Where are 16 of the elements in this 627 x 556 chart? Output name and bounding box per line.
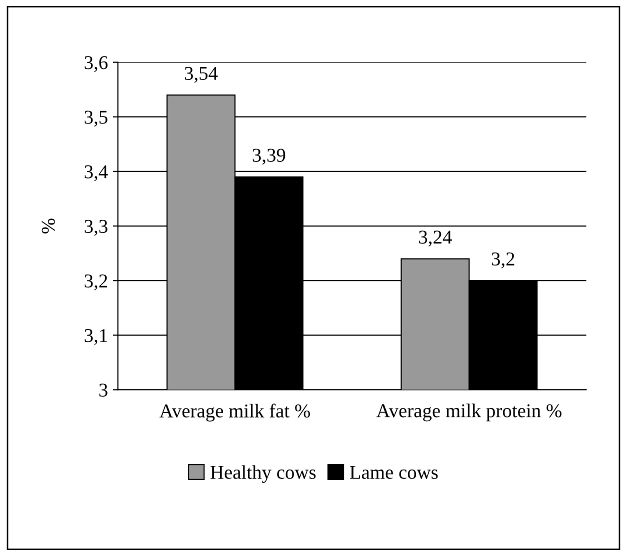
y-tick-label: 3,2 [84, 274, 108, 290]
y-tick-label: 3,1 [84, 329, 107, 345]
y-tick-label: 3 [99, 384, 108, 397]
y-tick-label: 3,3 [84, 220, 108, 236]
y-axis-title: % [42, 218, 55, 234]
data-label: 3,39 [252, 148, 286, 165]
legend-label: Healthy cows [210, 465, 316, 483]
x-tick-label: Average milk fat % [159, 404, 310, 422]
legend-label: Lame cows [350, 466, 438, 479]
data-label: 3,54 [184, 66, 218, 83]
y-tick-label: 3,4 [84, 165, 108, 182]
data-label: 3,24 [419, 230, 452, 246]
x-tick-label: Average milk protein % [376, 404, 562, 422]
y-tick-label: 3,6 [84, 56, 108, 72]
data-label: 3,2 [492, 252, 514, 268]
y-tick-label: 3,5 [84, 110, 108, 127]
